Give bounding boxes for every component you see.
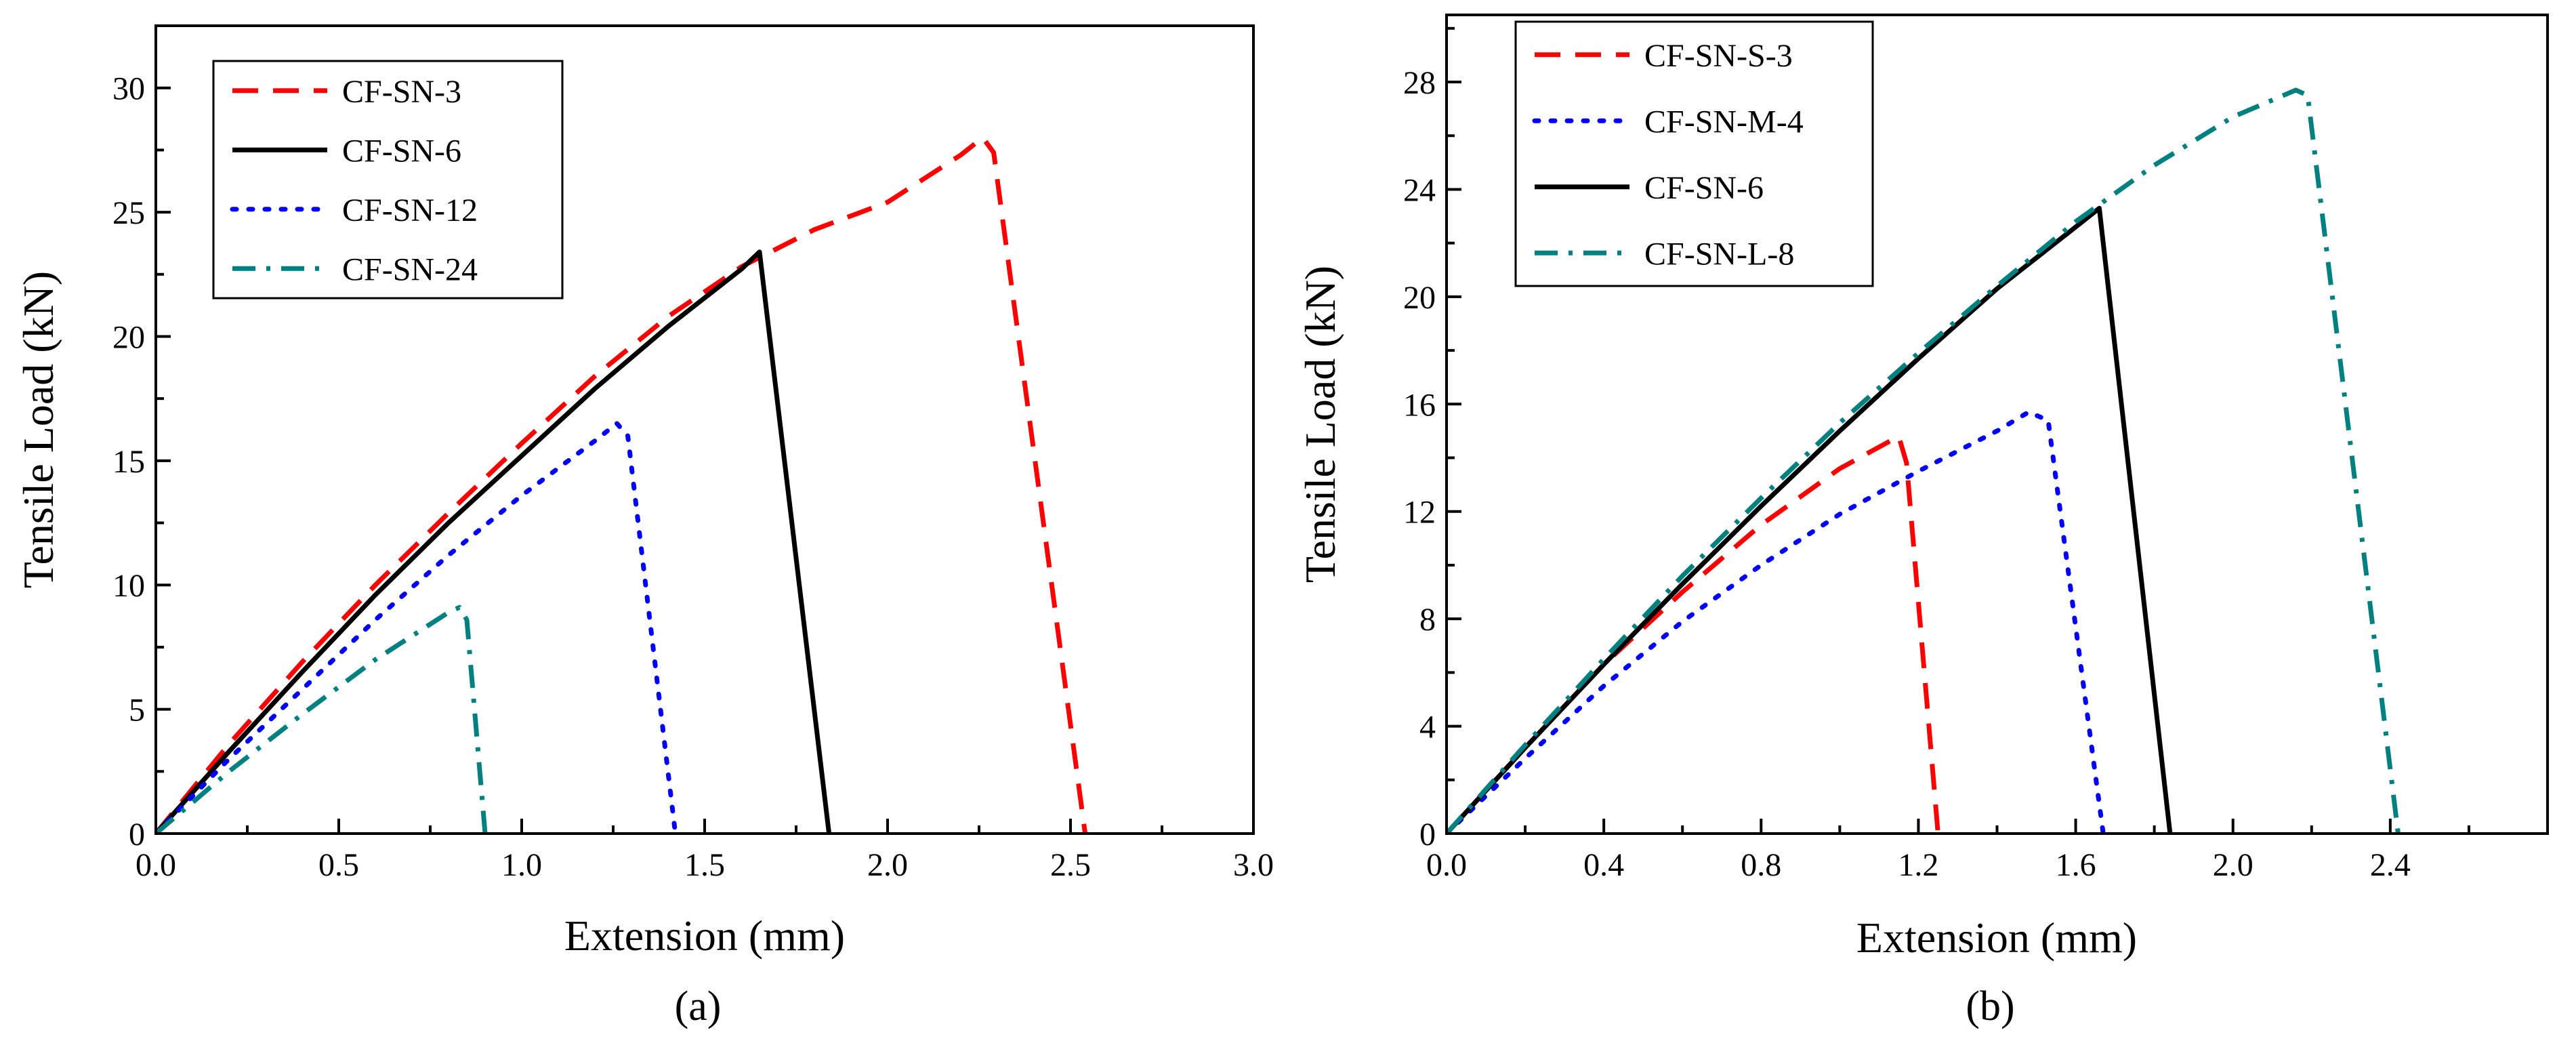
chart-a-y-axis-title: Tensile Load (kN): [14, 271, 62, 588]
chart-a-legend: CF-SN-3 CF-SN-6 CF-SN-12 CF-SN-24: [212, 60, 564, 300]
chart-a-series-line-cf-sn-3: [156, 135, 1088, 834]
chart-a-y-tick-label: 5: [129, 693, 145, 729]
chart-b-legend-label: CF-SN-S-3: [1644, 38, 1793, 74]
chart-b-series-line-cf-sn-s-3: [1447, 434, 1940, 834]
chart-b-y-tick-label: 12: [1403, 495, 1436, 531]
chart-b-x-tick-label: 0.0: [1426, 847, 1467, 883]
chart-b-x-tick-label: 1.6: [2056, 847, 2096, 883]
chart-a-panel-label: (a): [675, 983, 722, 1029]
chart-b-series-line-cf-sn-6: [1447, 205, 2173, 834]
chart-b-y-tick-label: 4: [1419, 710, 1436, 745]
chart-a-y-tick-label: 25: [112, 195, 145, 231]
chart-a-x-tick-label: 2.5: [1050, 847, 1091, 883]
chart-a-legend-label: CF-SN-3: [342, 74, 461, 110]
chart-a-series-line-cf-sn-24: [156, 605, 488, 834]
chart-a-legend-label: CF-SN-6: [342, 133, 461, 169]
chart-a-y-tick-label: 30: [112, 71, 145, 107]
chart-a-x-tick-label: 2.0: [867, 847, 908, 883]
chart-panel-a: 0.0 0.5 1.0 1.5 2.0 2.5 3.0 0 5 10 15 20 25 30 Extensi…: [14, 24, 1274, 1029]
chart-b-panel-label: (b): [1966, 983, 2014, 1029]
chart-a-legend-label: CF-SN-12: [342, 192, 478, 228]
chart-b-y-tick-label: 20: [1403, 280, 1436, 316]
chart-b-x-tick-label: 2.4: [2370, 847, 2411, 883]
chart-a-x-tick-label: 1.0: [501, 847, 542, 883]
chart-a-y-tick-label: 0: [129, 817, 145, 853]
chart-b-legend-label: CF-SN-6: [1644, 170, 1764, 206]
chart-b-legend-label: CF-SN-L-8: [1644, 236, 1794, 272]
chart-b-x-tick-label: 0.8: [1741, 847, 1781, 883]
chart-b-legend-box: [1514, 20, 1874, 287]
chart-b-x-tick-label: 2.0: [2213, 847, 2253, 883]
chart-panel-b: 0.0 0.4 0.8 1.2 1.6 2.0 2.4 0 4 8 12 16 20 24 28 Extens…: [1296, 14, 2549, 1029]
chart-a-y-tick-label: 15: [112, 444, 145, 480]
chart-b-y-tick-label: 0: [1419, 817, 1436, 853]
chart-b-y-tick-label: 8: [1419, 602, 1436, 638]
chart-b-series-line-cf-sn-m-4: [1447, 409, 2106, 834]
chart-a-series-line-cf-sn-6: [156, 249, 832, 834]
chart-a-x-tick-label: 1.5: [684, 847, 725, 883]
chart-b-x-axis-title: Extension (mm): [1856, 914, 2137, 962]
chart-a-x-tick-label: 0.0: [136, 847, 176, 883]
chart-b-y-tick-label: 16: [1403, 387, 1436, 423]
chart-b-legend: CF-SN-S-3 CF-SN-M-4 CF-SN-6 CF-SN-L-8: [1514, 20, 1874, 287]
chart-b-y-axis-title: Tensile Load (kN): [1296, 266, 1344, 583]
chart-b-x-tick-label: 1.2: [1898, 847, 1938, 883]
chart-a-x-axis-title: Extension (mm): [564, 911, 845, 960]
chart-b-y-tick-label: 24: [1403, 172, 1436, 208]
chart-a-x-tick-label: 0.5: [318, 847, 359, 883]
chart-b-series-line-cf-sn-l-8: [1447, 87, 2401, 834]
chart-a-x-tick-label: 3.0: [1233, 847, 1274, 883]
chart-a-legend-box: [212, 60, 564, 300]
chart-a-legend-label: CF-SN-24: [342, 251, 478, 287]
chart-b-x-tick-label: 0.4: [1583, 847, 1624, 883]
chart-b-y-tick-label: 28: [1403, 65, 1436, 101]
chart-a-y-tick-label: 10: [112, 568, 145, 604]
chart-b-legend-label: CF-SN-M-4: [1644, 104, 1804, 140]
chart-a-y-tick-label: 20: [112, 319, 145, 355]
